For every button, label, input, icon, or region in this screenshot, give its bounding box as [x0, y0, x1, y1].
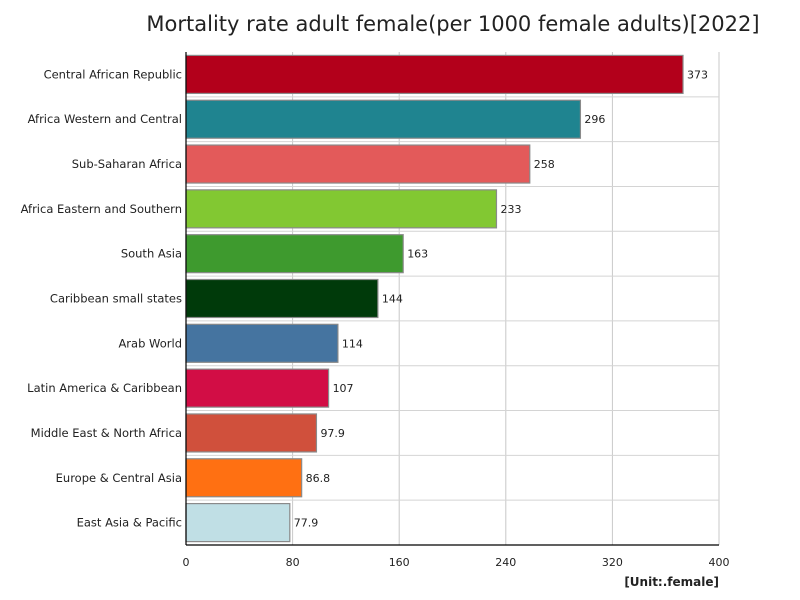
- bar: [185, 368, 330, 408]
- bar: [185, 54, 684, 95]
- value-label: 258: [534, 158, 555, 171]
- bar: [185, 413, 318, 453]
- x-tick-label: 80: [286, 556, 300, 569]
- category-label: Latin America & Caribbean: [27, 381, 182, 395]
- value-label: 86.8: [306, 472, 331, 485]
- value-label: 296: [584, 113, 605, 126]
- bar: [185, 458, 303, 498]
- value-label: 114: [342, 337, 363, 350]
- category-label: Arab World: [118, 336, 182, 350]
- value-label: 107: [333, 382, 354, 395]
- category-label: Caribbean small states: [50, 292, 182, 306]
- bar: [185, 234, 404, 274]
- category-label: Middle East & North Africa: [31, 426, 182, 440]
- value-label: 77.9: [294, 517, 319, 530]
- chart-title: Mortality rate adult female(per 1000 fem…: [146, 12, 760, 36]
- x-tick-label: 400: [709, 556, 730, 569]
- value-label: 97.9: [320, 427, 345, 440]
- bar: [185, 323, 339, 363]
- bar: [185, 502, 291, 543]
- value-label: 373: [687, 68, 708, 81]
- category-label: Africa Western and Central: [28, 112, 182, 126]
- x-tick-label: 0: [183, 556, 190, 569]
- unit-label: [Unit:.female]: [624, 575, 719, 589]
- x-tick-label: 320: [602, 556, 623, 569]
- value-label: 144: [382, 293, 403, 306]
- category-label: Sub-Saharan Africa: [72, 157, 182, 171]
- bar: [185, 278, 379, 319]
- bar: [185, 99, 582, 139]
- x-tick-label: 240: [495, 556, 516, 569]
- category-label: Central African Republic: [44, 67, 182, 81]
- category-label: East Asia & Pacific: [77, 516, 182, 530]
- value-label: 163: [407, 248, 428, 261]
- category-label: Europe & Central Asia: [56, 471, 182, 485]
- category-label: Africa Eastern and Southern: [21, 202, 182, 216]
- x-tick-label: 160: [389, 556, 410, 569]
- value-label: 233: [500, 203, 521, 216]
- category-label: South Asia: [121, 247, 182, 261]
- bar: [185, 189, 498, 229]
- bar: [185, 144, 531, 184]
